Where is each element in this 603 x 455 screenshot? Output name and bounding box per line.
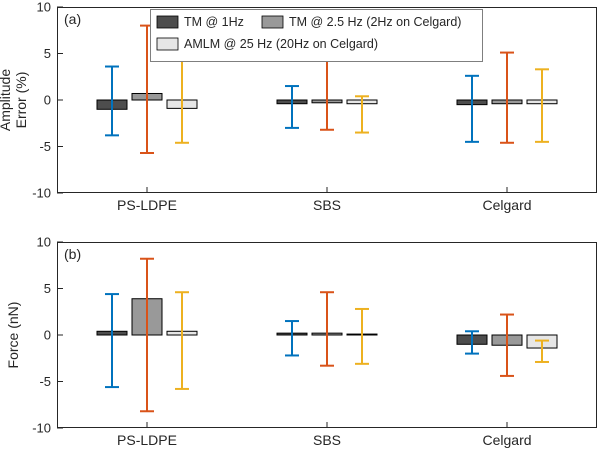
y-axis-label: Force (nN) bbox=[5, 302, 21, 369]
errorbar-s0-Celgard bbox=[465, 74, 479, 143]
panel-label-b: (b) bbox=[64, 246, 81, 262]
y-tick-label: -5 bbox=[39, 374, 51, 389]
errorbar-s0-PS-LDPE bbox=[105, 293, 119, 389]
x-category-label: PS-LDPE bbox=[117, 432, 177, 448]
errorbar-s1-SBS bbox=[320, 291, 334, 367]
x-category-label: SBS bbox=[313, 197, 341, 213]
y-tick-label: -10 bbox=[32, 186, 51, 201]
panel-b: 10 5 0 -5 -10 PS-LDPE SBS Celgard Force (nN) (b) bbox=[5, 235, 597, 448]
x-category-label: Celgard bbox=[482, 197, 531, 213]
y-axis-label: Amplitude bbox=[0, 69, 13, 131]
errorbar-s1-Celgard bbox=[500, 313, 514, 377]
legend-swatch bbox=[261, 15, 284, 29]
errorbar-s2-PS-LDPE bbox=[175, 291, 189, 390]
legend-box bbox=[150, 9, 483, 62]
panel-a: 10 5 0 -5 -10 PS-LDPE SBS Celgard Amplitude Error… bbox=[0, 0, 597, 213]
legend-swatch bbox=[156, 15, 179, 29]
errorbar-s0-SBS bbox=[285, 85, 299, 129]
errorbar-s0-PS-LDPE bbox=[105, 65, 119, 137]
legend-label: TM @ 1Hz bbox=[184, 15, 244, 29]
y-tick-label: 10 bbox=[37, 235, 51, 250]
x-category-label: PS-LDPE bbox=[117, 197, 177, 213]
errorbar-s2-Celgard bbox=[535, 339, 549, 363]
panel-label-a: (a) bbox=[64, 11, 81, 27]
legend-item-2: AMLM @ 25 Hz (20Hz on Celgard) bbox=[156, 37, 378, 51]
errorbar-s1-PS-LDPE bbox=[140, 257, 154, 413]
errorbar-s2-SBS bbox=[355, 307, 369, 365]
errorbar-s0-Celgard bbox=[465, 330, 479, 355]
y-axis-label: Error (%) bbox=[13, 72, 29, 129]
legend-item-0: TM @ 1Hz bbox=[156, 15, 244, 29]
y-tick-label: -5 bbox=[39, 139, 51, 154]
y-tick-label: 0 bbox=[44, 328, 51, 343]
legend-label: AMLM @ 25 Hz (20Hz on Celgard) bbox=[184, 37, 378, 51]
y-tick-label: 0 bbox=[44, 93, 51, 108]
legend-swatch bbox=[156, 37, 179, 51]
y-tick-label: -10 bbox=[32, 421, 51, 436]
x-category-label: SBS bbox=[313, 432, 341, 448]
legend-item-1: TM @ 2.5 Hz (2Hz on Celgard) bbox=[261, 15, 461, 29]
legend: TM @ 1Hz TM @ 2.5 Hz (2Hz on Celgard) AMLM… bbox=[150, 9, 483, 62]
x-category-label: Celgard bbox=[482, 432, 531, 448]
y-tick-label: 10 bbox=[37, 0, 51, 15]
errorbar-s1-SBS bbox=[320, 58, 334, 131]
errorbar-s0-SBS bbox=[285, 320, 299, 357]
errorbar-s2-Celgard bbox=[535, 68, 549, 143]
errorbar-s1-Celgard bbox=[500, 51, 514, 144]
y-tick-label: 5 bbox=[44, 46, 51, 61]
legend-label: TM @ 2.5 Hz (2Hz on Celgard) bbox=[289, 15, 461, 29]
errorbar-s2-SBS bbox=[355, 95, 369, 134]
y-tick-label: 5 bbox=[44, 281, 51, 296]
